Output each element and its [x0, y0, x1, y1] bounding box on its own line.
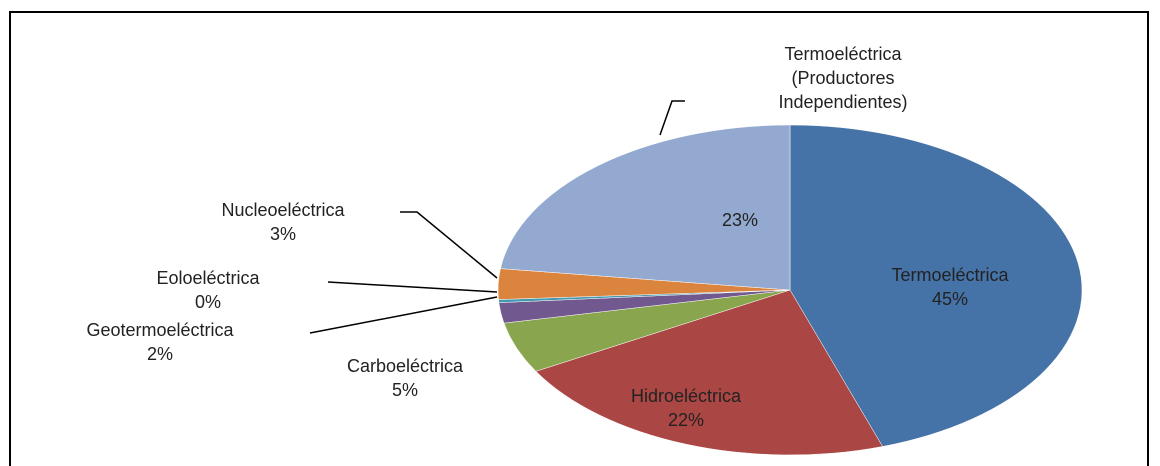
value-label: 2%	[146, 344, 174, 364]
category-label: Geotermoeléctrica	[86, 320, 234, 340]
category-label: Nucleoeléctrica	[221, 200, 345, 220]
value-label: 45%	[931, 289, 969, 309]
leader-line	[327, 281, 498, 293]
value-label: 5%	[391, 380, 419, 400]
pie-slice	[535, 289, 883, 456]
category-label: Carboeléctrica	[346, 356, 464, 376]
category-label: Termoeléctrica	[891, 265, 1009, 285]
value-label: 0%	[194, 292, 222, 312]
value-label: 22%	[667, 410, 705, 430]
value-label: 3%	[269, 224, 297, 244]
frame	[9, 11, 1149, 466]
leader-line	[400, 211, 498, 279]
pie-slice	[789, 124, 1083, 447]
leader-line	[309, 296, 498, 334]
category-label: Eoloeléctrica	[156, 268, 260, 288]
pie-slice	[500, 124, 791, 291]
value-label: 23%	[721, 210, 759, 230]
leader-line	[659, 100, 685, 136]
category-label: Termoeléctrica (Productores Independient…	[778, 44, 908, 112]
category-label: Hidroeléctrica	[630, 386, 742, 406]
